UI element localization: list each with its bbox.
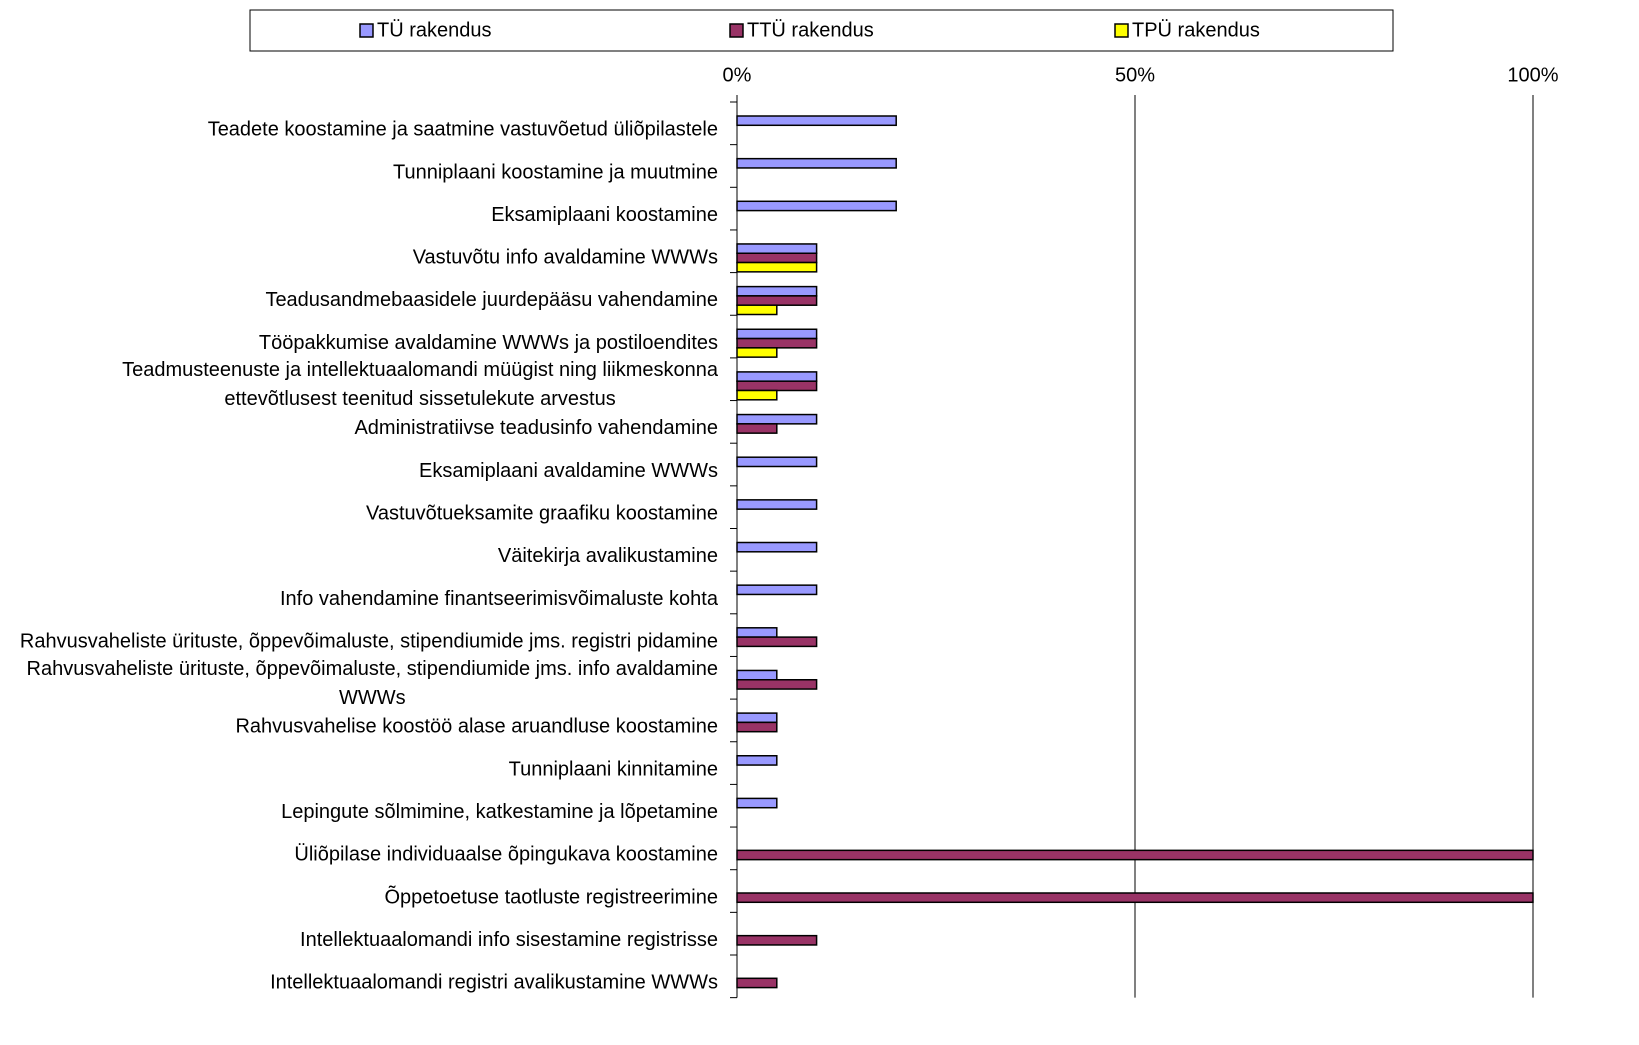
- legend-swatch: [1114, 23, 1129, 38]
- y-tick-label: Administratiivse teadusinfo vahendamine: [354, 417, 718, 439]
- bar: [736, 295, 818, 306]
- y-tick-label: Intellektuaalomandi info sisestamine reg…: [300, 929, 718, 951]
- y-tick-label: Tööpakkumise avaldamine WWWs ja postiloe…: [259, 332, 718, 354]
- bar: [736, 456, 818, 468]
- legend-label: TTÜ rakendus: [747, 19, 874, 41]
- bar: [736, 755, 778, 766]
- x-tick-label: 50%: [1115, 64, 1155, 86]
- y-tick-label: Vastuvõtu info avaldamine WWWs: [413, 247, 718, 269]
- bar: [736, 627, 778, 638]
- bar: [736, 200, 897, 212]
- y-tick-label: Rahvusvahelise koostöö alase aruandluse …: [235, 716, 718, 738]
- y-tick-label: Teadmusteenuste ja intellektuaalomandi m…: [122, 360, 719, 411]
- y-tick-label: Vastuvõtueksamite graafiku koostamine: [366, 502, 718, 524]
- bar: [736, 389, 778, 401]
- bar: [736, 157, 897, 169]
- bar: [736, 371, 818, 382]
- bar: [736, 541, 818, 553]
- y-tick-label: Lepingute sõlmimine, katkestamine ja lõp…: [281, 801, 718, 823]
- bar: [736, 669, 778, 681]
- bar: [736, 285, 818, 297]
- y-tick-label: Väitekirja avalikustamine: [498, 545, 718, 567]
- legend-swatch: [359, 23, 374, 38]
- bar: [736, 712, 778, 724]
- x-tick-label: 100%: [1507, 64, 1558, 86]
- bar: [736, 721, 778, 733]
- y-tick-label: Üliõpilase individuaalse õpingukava koos…: [294, 844, 718, 866]
- bar: [736, 413, 818, 425]
- bar: [736, 849, 1534, 861]
- bar: [736, 679, 818, 690]
- y-tick-label: Rahvusvaheliste ürituste, õppevõimaluste…: [20, 630, 718, 652]
- x-tick-label: 0%: [723, 64, 752, 86]
- y-tick-label: Intellektuaalomandi registri avalikustam…: [270, 972, 718, 994]
- bar: [736, 584, 818, 596]
- y-tick-label: Info vahendamine finantseerimisvõimalust…: [280, 588, 719, 610]
- bar: [736, 797, 778, 809]
- legend-swatch: [729, 23, 744, 38]
- y-tick-label: Eksamiplaani avaldamine WWWs: [419, 460, 718, 482]
- bar: [736, 499, 818, 510]
- y-tick-label: Eksamiplaani koostamine: [491, 204, 718, 226]
- bar: [736, 115, 897, 127]
- legend-label: TÜ rakendus: [377, 19, 492, 41]
- bar: [736, 328, 818, 340]
- bar: [736, 261, 818, 273]
- bar: [736, 934, 818, 946]
- y-tick-label: Tunniplaani kinnitamine: [509, 758, 718, 780]
- legend-box: [249, 9, 1394, 52]
- bar: [736, 380, 818, 392]
- bar: [736, 347, 778, 358]
- y-tick-label: Rahvusvaheliste ürituste, õppevõimaluste…: [27, 658, 718, 709]
- bar: [736, 304, 778, 316]
- bar: [736, 636, 818, 648]
- y-tick-label: Tunniplaani koostamine ja muutmine: [393, 161, 718, 183]
- y-tick-label: Õppetoetuse taotluste registreerimine: [384, 884, 718, 908]
- bar: [736, 423, 778, 434]
- bar: [736, 252, 818, 264]
- bar: [736, 892, 1534, 904]
- bar: [736, 977, 778, 989]
- bar: [736, 243, 818, 254]
- y-tick-label: Teadusandmebaasidele juurdepääsu vahenda…: [265, 289, 718, 311]
- bar: [736, 337, 818, 349]
- y-tick-label: Teadete koostamine ja saatmine vastuvõet…: [208, 119, 718, 141]
- legend-label: TPÜ rakendus: [1132, 19, 1260, 41]
